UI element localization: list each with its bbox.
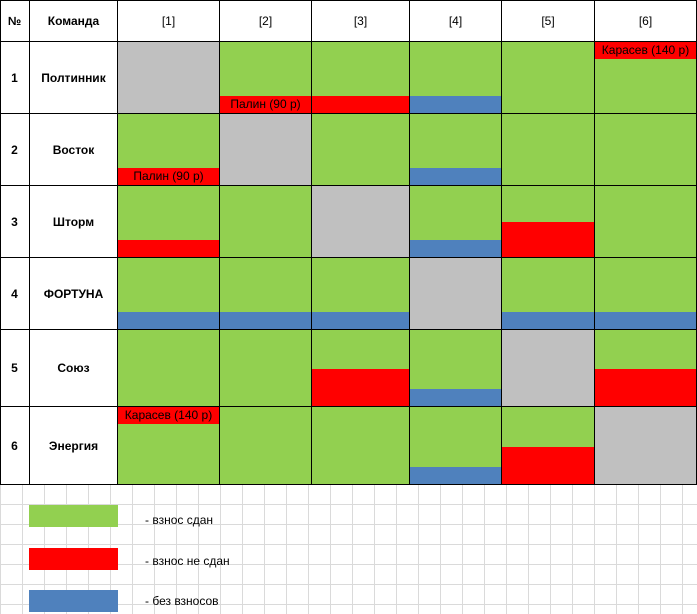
fee-cell[interactable] bbox=[410, 42, 502, 114]
no-fee-strip bbox=[220, 312, 311, 329]
team-name: Восток bbox=[30, 114, 118, 186]
header-round-1: [1] bbox=[118, 0, 220, 42]
fee-cell[interactable] bbox=[312, 330, 410, 407]
header-round-3: [3] bbox=[312, 0, 410, 42]
no-fee-strip bbox=[410, 96, 501, 113]
row-number: 3 bbox=[0, 186, 30, 258]
fee-cell[interactable] bbox=[312, 42, 410, 114]
row-number: 1 bbox=[0, 42, 30, 114]
self-match-cell[interactable] bbox=[118, 42, 220, 114]
header-round-6: [6] bbox=[595, 0, 697, 42]
no-fee-strip bbox=[410, 467, 501, 484]
fee-cell[interactable] bbox=[595, 330, 697, 407]
fee-cell[interactable]: Палин (90 р) bbox=[118, 114, 220, 186]
no-fee-strip bbox=[410, 168, 501, 185]
fee-cell[interactable] bbox=[595, 258, 697, 330]
team-name: Союз bbox=[30, 330, 118, 407]
debt-note: Карасев (140 р) bbox=[118, 407, 219, 424]
row-number: 5 bbox=[0, 330, 30, 407]
fee-cell[interactable] bbox=[502, 258, 595, 330]
unpaid-strip bbox=[502, 222, 594, 257]
fee-cell[interactable] bbox=[312, 407, 410, 485]
team-name: Шторм bbox=[30, 186, 118, 258]
no-fee-strip bbox=[595, 312, 696, 329]
no-fee-strip bbox=[312, 312, 409, 329]
fee-cell[interactable] bbox=[502, 186, 595, 258]
debt-note: Карасев (140 р) bbox=[595, 42, 696, 59]
fee-cell[interactable] bbox=[118, 330, 220, 407]
fee-cell[interactable] bbox=[220, 407, 312, 485]
debt-note: Палин (90 р) bbox=[118, 168, 219, 185]
row-number: 4 bbox=[0, 258, 30, 330]
fee-cell[interactable] bbox=[312, 114, 410, 186]
self-match-cell[interactable] bbox=[410, 258, 502, 330]
legend-swatch-paid bbox=[29, 505, 118, 527]
fee-cell[interactable] bbox=[312, 258, 410, 330]
fee-cell[interactable] bbox=[410, 186, 502, 258]
row-number: 2 bbox=[0, 114, 30, 186]
fee-cell[interactable]: Карасев (140 р) bbox=[595, 42, 697, 114]
unpaid-strip bbox=[312, 369, 409, 406]
legend-label-no-fee: - без взносов bbox=[145, 594, 219, 608]
fee-cell[interactable]: Палин (90 р) bbox=[220, 42, 312, 114]
self-match-cell[interactable] bbox=[502, 330, 595, 407]
header-round-2: [2] bbox=[220, 0, 312, 42]
self-match-cell[interactable] bbox=[312, 186, 410, 258]
fee-cell[interactable] bbox=[118, 258, 220, 330]
fee-cell[interactable] bbox=[220, 186, 312, 258]
no-fee-strip bbox=[410, 240, 501, 257]
team-name: ФОРТУНА bbox=[30, 258, 118, 330]
legend-swatch-unpaid bbox=[29, 548, 118, 570]
header-round-5: [5] bbox=[502, 0, 595, 42]
fee-cell[interactable]: Карасев (140 р) bbox=[118, 407, 220, 485]
fee-cell[interactable] bbox=[410, 330, 502, 407]
legend-label-unpaid: - взнос не сдан bbox=[145, 554, 230, 568]
debt-note: Палин (90 р) bbox=[220, 96, 311, 113]
legend-swatch-no-fee bbox=[29, 590, 118, 612]
fee-cell[interactable] bbox=[595, 186, 697, 258]
self-match-cell[interactable] bbox=[595, 407, 697, 485]
fee-cell[interactable] bbox=[502, 114, 595, 186]
fee-cell[interactable] bbox=[410, 407, 502, 485]
unpaid-strip bbox=[595, 369, 696, 406]
row-number: 6 bbox=[0, 407, 30, 485]
fee-cell[interactable] bbox=[220, 330, 312, 407]
fee-cell[interactable] bbox=[118, 186, 220, 258]
unpaid-strip bbox=[502, 447, 594, 484]
no-fee-strip bbox=[118, 312, 219, 329]
no-fee-strip bbox=[502, 312, 594, 329]
self-match-cell[interactable] bbox=[220, 114, 312, 186]
fee-cell[interactable] bbox=[502, 42, 595, 114]
unpaid-strip bbox=[118, 240, 219, 257]
header-round-4: [4] bbox=[410, 0, 502, 42]
team-name: Энергия bbox=[30, 407, 118, 485]
header-num: № bbox=[0, 0, 30, 42]
unpaid-strip bbox=[312, 96, 409, 113]
team-name: Полтинник bbox=[30, 42, 118, 114]
fee-cell[interactable] bbox=[410, 114, 502, 186]
fee-cell[interactable] bbox=[595, 114, 697, 186]
header-team: Команда bbox=[30, 0, 118, 42]
legend-label-paid: - взнос сдан bbox=[145, 513, 214, 527]
no-fee-strip bbox=[410, 389, 501, 406]
fee-cell[interactable] bbox=[502, 407, 595, 485]
fee-cell[interactable] bbox=[220, 258, 312, 330]
